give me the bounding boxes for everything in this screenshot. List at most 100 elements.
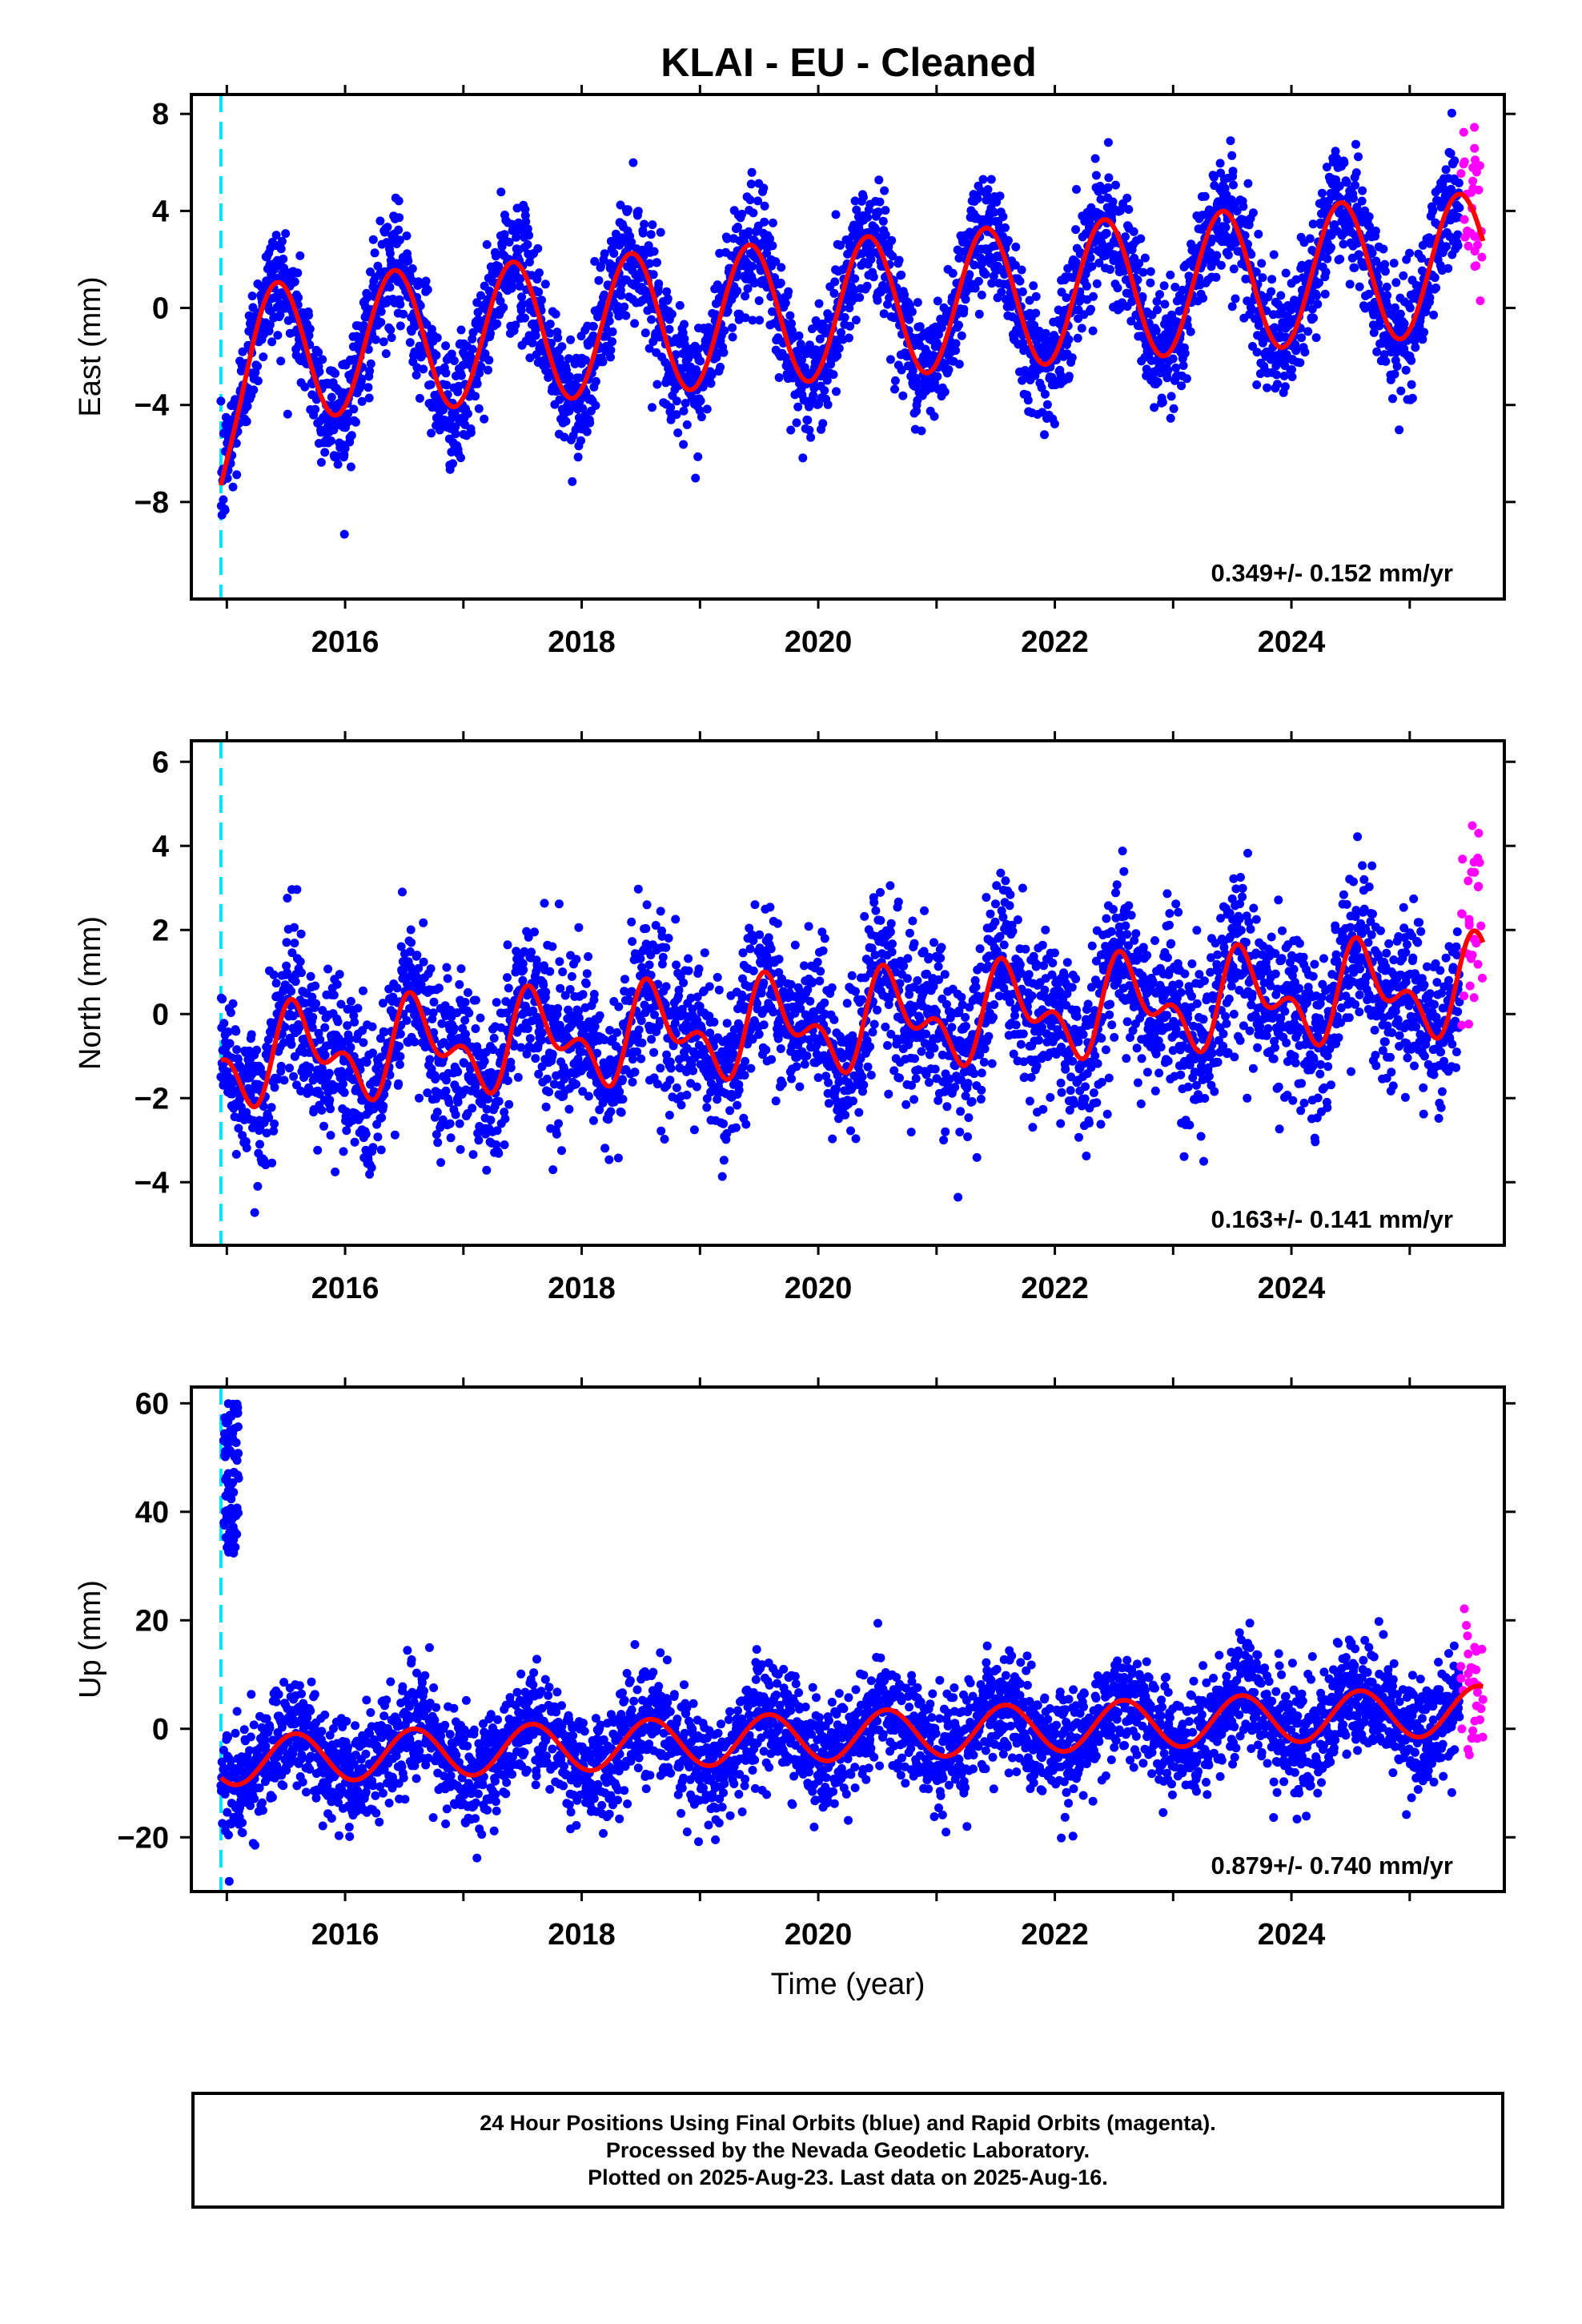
final-orbit-point <box>871 225 881 235</box>
final-orbit-point <box>879 309 889 319</box>
final-orbit-point <box>231 1027 241 1036</box>
final-orbit-point <box>887 235 897 245</box>
final-orbit-point <box>908 366 917 376</box>
final-orbit-point <box>581 979 591 988</box>
final-orbit-point <box>524 231 534 240</box>
final-orbit-point <box>320 1051 330 1060</box>
final-orbit-point <box>990 207 999 217</box>
final-orbit-point <box>304 331 314 340</box>
final-orbit-point <box>1121 232 1130 242</box>
final-orbit-point <box>741 292 750 301</box>
final-orbit-point <box>1209 172 1219 182</box>
final-orbit-point <box>578 990 588 999</box>
final-orbit-point <box>1342 178 1351 187</box>
final-orbit-point <box>385 283 395 292</box>
final-orbit-point <box>1272 370 1282 380</box>
final-orbit-point <box>1229 264 1239 274</box>
final-orbit-point <box>220 505 230 515</box>
final-orbit-point <box>582 427 592 436</box>
final-orbit-point <box>560 432 569 442</box>
final-orbit-point <box>464 409 472 419</box>
final-orbit-point <box>540 279 550 289</box>
final-orbit-point <box>311 981 320 991</box>
final-orbit-point <box>1166 270 1175 279</box>
final-orbit-point <box>305 324 315 334</box>
final-orbit-point <box>723 307 733 316</box>
final-orbit-point <box>564 372 574 381</box>
final-orbit-point <box>744 227 753 236</box>
final-orbit-point <box>628 158 638 167</box>
final-orbit-point <box>387 333 396 343</box>
final-orbit-point <box>283 409 292 419</box>
final-orbit-point <box>500 1114 510 1124</box>
final-orbit-point <box>480 414 489 424</box>
final-orbit-point <box>664 934 673 943</box>
final-orbit-point <box>277 236 287 246</box>
rapid-orbit-point <box>1468 183 1478 193</box>
final-orbit-point <box>290 939 299 948</box>
final-orbit-point <box>405 338 415 348</box>
final-orbit-point <box>1064 335 1074 344</box>
final-orbit-point <box>954 360 964 369</box>
final-orbit-point <box>645 259 654 268</box>
final-orbit-point <box>1011 242 1021 251</box>
final-orbit-point <box>1395 309 1405 319</box>
final-orbit-point <box>913 298 922 308</box>
final-orbit-point <box>665 1076 675 1085</box>
final-orbit-point <box>983 185 993 195</box>
final-orbit-point <box>1063 263 1073 273</box>
final-orbit-point <box>1389 259 1399 268</box>
final-orbit-point <box>616 291 626 300</box>
final-orbit-point <box>432 351 441 360</box>
final-orbit-point <box>1146 278 1155 287</box>
y-tick-label: −4 <box>135 389 169 423</box>
final-orbit-point <box>771 257 781 267</box>
final-orbit-point <box>1199 293 1208 303</box>
final-orbit-point <box>544 1088 554 1096</box>
rapid-orbit-point <box>1470 123 1480 132</box>
final-orbit-point <box>314 348 323 357</box>
final-orbit-point <box>326 1104 335 1114</box>
final-orbit-point <box>270 1083 279 1092</box>
final-orbit-point <box>482 239 492 249</box>
final-orbit-point <box>381 349 391 359</box>
final-orbit-point <box>471 392 480 401</box>
final-orbit-point <box>519 965 528 975</box>
final-orbit-point <box>442 380 452 390</box>
final-orbit-point <box>1349 194 1358 203</box>
final-orbit-point <box>279 263 289 273</box>
final-orbit-point <box>765 234 774 243</box>
final-orbit-point <box>672 410 681 420</box>
final-orbit-point <box>831 210 841 219</box>
final-orbit-point <box>644 241 653 251</box>
final-orbit-point <box>1180 348 1190 358</box>
final-orbit-point <box>915 322 925 332</box>
final-orbit-point <box>548 942 557 951</box>
final-orbit-point <box>232 1045 242 1055</box>
final-orbit-point <box>682 420 692 429</box>
final-orbit-point <box>1140 253 1150 263</box>
final-orbit-point <box>361 1129 371 1139</box>
final-orbit-point <box>1151 326 1161 336</box>
final-orbit-point <box>1382 282 1391 292</box>
final-orbit-point <box>869 272 878 282</box>
final-orbit-point <box>1407 380 1416 389</box>
final-orbit-point <box>1240 231 1250 240</box>
final-orbit-point <box>770 273 779 283</box>
final-orbit-point <box>614 1002 624 1011</box>
final-orbit-point <box>692 365 701 375</box>
final-orbit-point <box>1152 296 1162 306</box>
final-orbit-point <box>252 1045 262 1055</box>
final-orbit-point <box>448 459 458 468</box>
final-orbit-point <box>480 349 490 359</box>
final-orbit-point <box>833 351 842 360</box>
final-orbit-point <box>371 335 380 344</box>
final-orbit-point <box>363 383 373 392</box>
final-orbit-point <box>271 979 281 988</box>
final-orbit-point <box>1088 326 1098 336</box>
final-orbit-point <box>665 324 674 334</box>
final-orbit-point <box>564 354 573 364</box>
final-orbit-point <box>269 970 279 979</box>
final-orbit-point <box>445 1119 455 1128</box>
final-orbit-point <box>427 428 436 438</box>
